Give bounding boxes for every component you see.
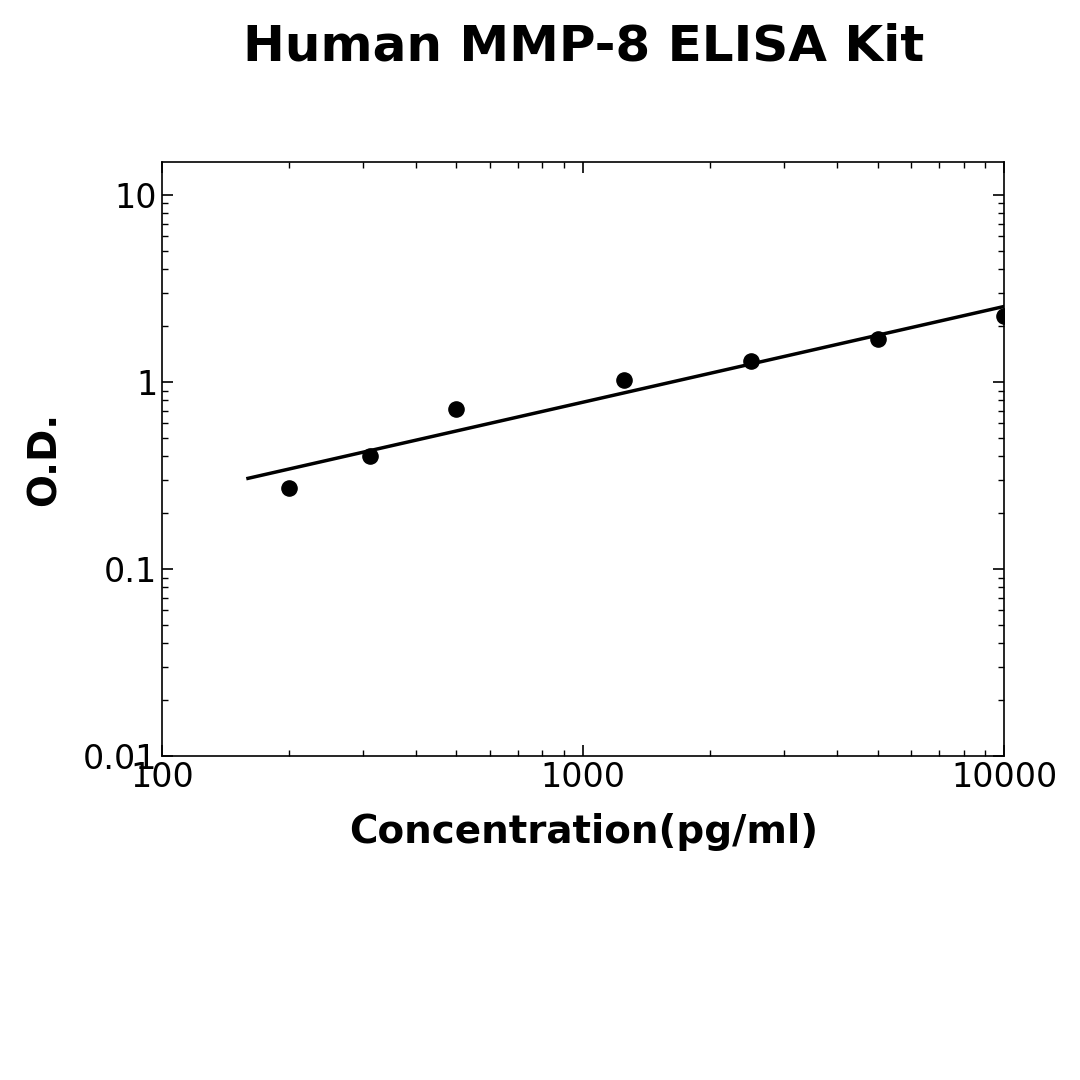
Point — [869, 330, 887, 348]
Point — [280, 480, 297, 497]
Point — [448, 400, 465, 417]
Point — [616, 372, 633, 389]
Point — [362, 448, 379, 465]
Title: Human MMP-8 ELISA Kit: Human MMP-8 ELISA Kit — [243, 23, 923, 70]
Point — [742, 352, 759, 369]
X-axis label: Concentration(pg/ml): Concentration(pg/ml) — [349, 813, 818, 851]
Y-axis label: O.D.: O.D. — [25, 411, 64, 507]
Point — [996, 308, 1013, 325]
